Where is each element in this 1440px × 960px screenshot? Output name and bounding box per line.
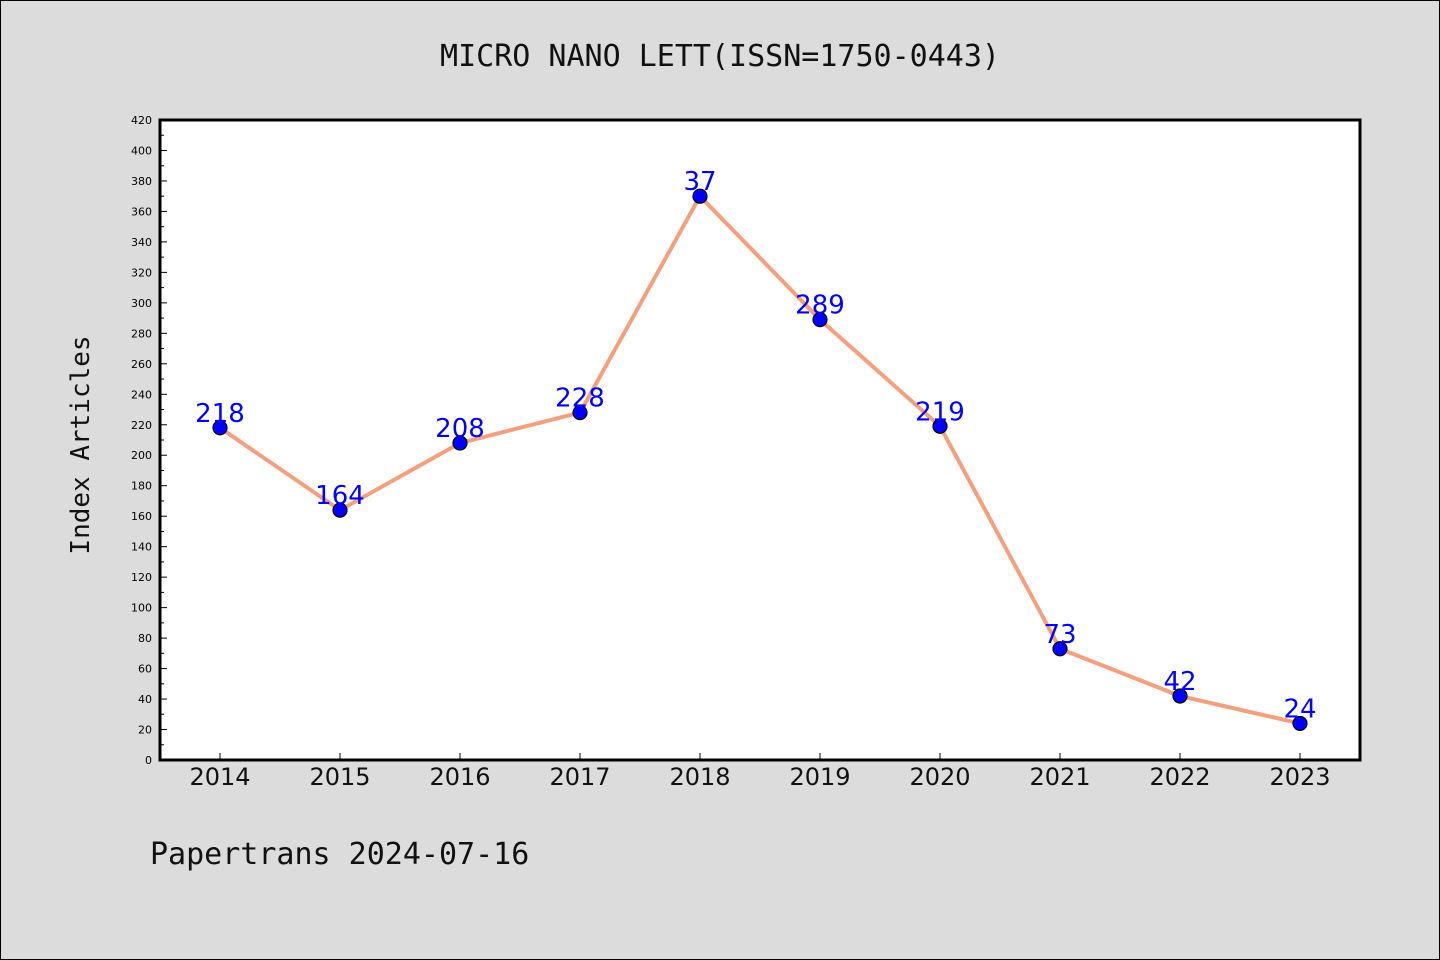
y-tick-label: 360 [131,205,152,218]
x-tick-label: 2021 [1029,763,1090,791]
data-points [212,188,1308,732]
y-axis-label: Index Articles [66,335,96,554]
data-label: 219 [915,397,965,427]
y-tick-label: 60 [138,663,152,676]
y-tick-label: 200 [131,449,152,462]
x-tick-label: 2015 [309,763,370,791]
x-tick-label: 2017 [549,763,610,791]
data-point [1052,641,1068,657]
x-tick-label: 2019 [789,763,850,791]
data-label: 289 [795,291,845,321]
x-axis-ticks: 2014 2015 2016 2017 2018 2019 2020 2021 2022 2023 [189,753,1331,791]
data-label: 37 [683,167,716,197]
data-point [1292,715,1308,732]
data-point [452,435,468,451]
y-axis-ticks: 0 20 40 60 80 100 120 140 160 180 200 220 240 260 280 3… [131,114,167,767]
data-point [332,502,348,518]
y-tick-label: 120 [131,571,152,584]
data-label: 73 [1043,620,1076,650]
y-tick-label: 40 [138,693,152,706]
y-tick-label: 280 [131,327,152,340]
y-tick-label: 100 [131,602,152,615]
data-labels: 218 164 208 228 37 289 219 73 42 24 [195,167,1316,724]
y-tick-label: 140 [131,541,152,554]
data-label: 164 [315,481,365,511]
y-tick-label: 300 [131,297,152,310]
data-label: 208 [435,414,485,444]
y-tick-label: 180 [131,480,152,493]
y-tick-label: 380 [131,175,152,188]
y-tick-label: 260 [131,358,152,371]
data-point [212,420,228,436]
data-label: 228 [555,384,605,414]
y-tick-label: 0 [145,754,152,767]
y-tick-label: 420 [131,114,152,127]
x-tick-label: 2023 [1269,763,1330,791]
data-label: 24 [1283,694,1316,724]
data-point [812,312,828,328]
data-point [1172,688,1188,704]
data-point [572,404,588,421]
data-label: 218 [195,399,245,429]
data-point [932,418,948,434]
y-tick-label: 20 [138,724,152,737]
x-tick-label: 2016 [429,763,490,791]
chart-title: MICRO NANO LETT(ISSN=1750-0443) [440,39,1000,74]
y-tick-label: 220 [131,419,152,432]
y-tick-label: 340 [131,236,152,249]
plot-area [160,120,1360,760]
x-tick-label: 2018 [669,763,730,791]
x-tick-label: 2020 [909,763,970,791]
y-tick-label: 400 [131,144,152,157]
x-tick-label: 2014 [189,763,250,791]
y-tick-label: 160 [131,510,152,523]
plot-border [158,118,1362,762]
series-line [218,194,1302,726]
y-tick-label: 240 [131,388,152,401]
data-label: 42 [1163,667,1196,697]
y-tick-label: 320 [131,266,152,279]
data-point [692,188,708,204]
x-tick-label: 2022 [1149,763,1210,791]
footer-source-date: Papertrans 2024-07-16 [150,837,529,872]
y-tick-label: 80 [138,632,152,645]
